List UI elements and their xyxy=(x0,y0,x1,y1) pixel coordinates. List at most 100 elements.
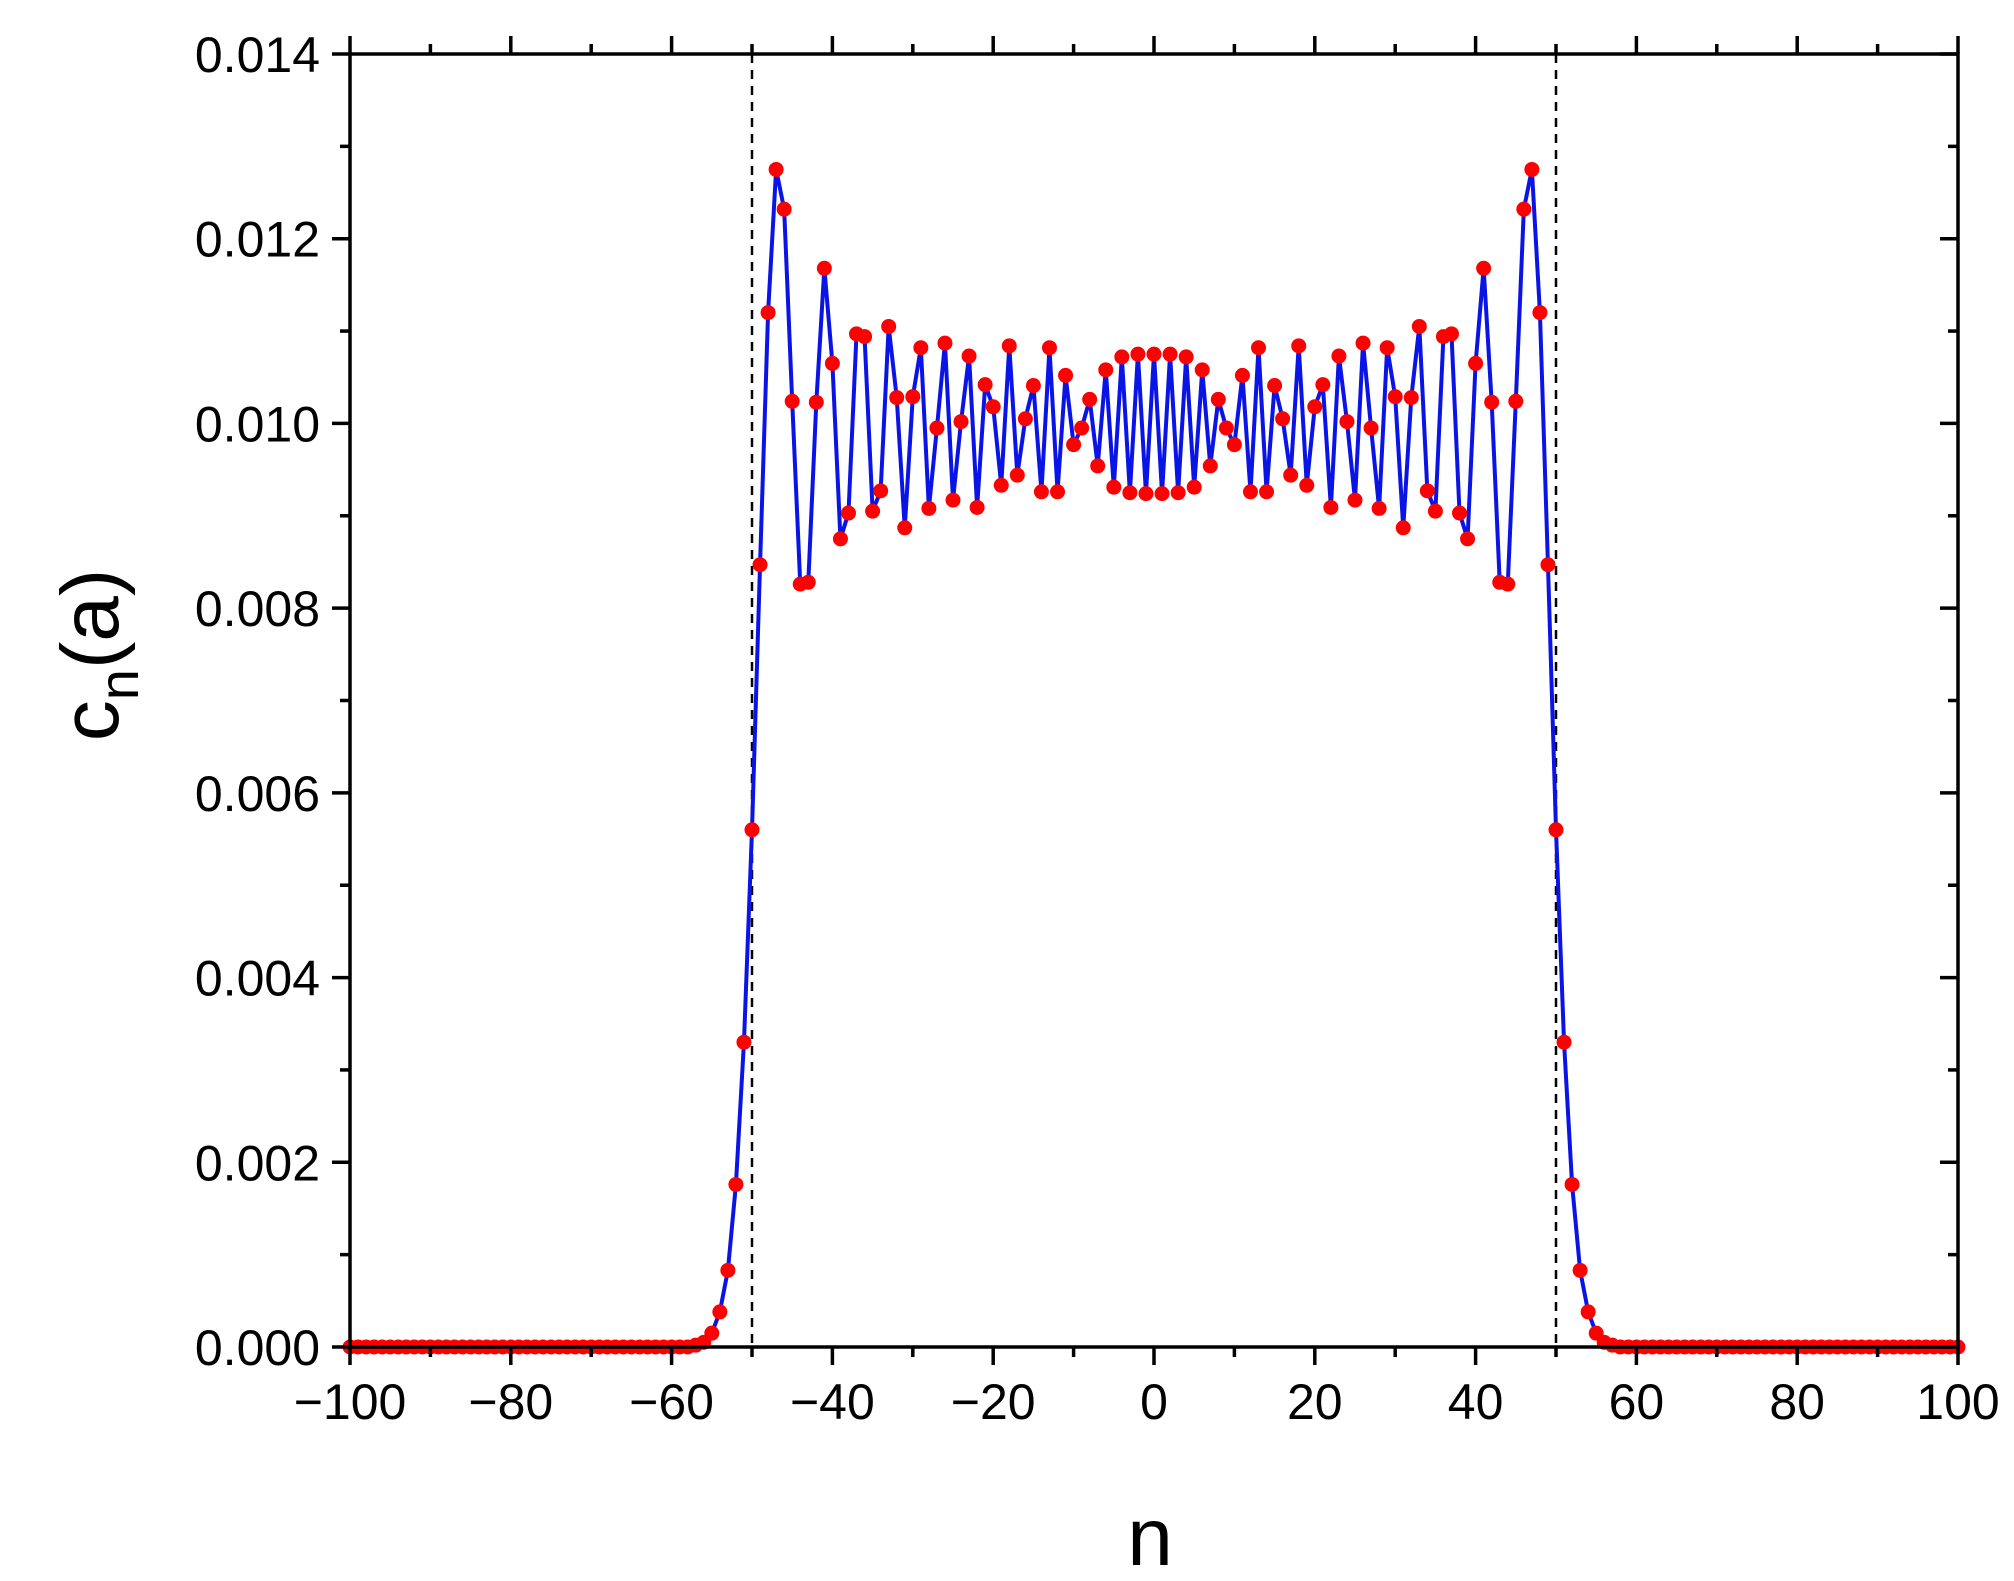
y-tick-label: 0.004 xyxy=(195,951,320,1007)
plot-frame xyxy=(348,52,1960,1349)
data-point xyxy=(1202,458,1218,474)
data-point xyxy=(1468,355,1484,371)
data-point xyxy=(1347,492,1363,508)
data-point xyxy=(1355,335,1371,351)
data-point xyxy=(1122,485,1138,501)
data-point xyxy=(1452,505,1468,521)
data-point xyxy=(1411,318,1427,334)
data-point xyxy=(1210,391,1226,407)
data-point xyxy=(1508,393,1524,409)
x-tick-label: −80 xyxy=(468,1374,553,1430)
data-point xyxy=(1066,437,1082,453)
series-layer xyxy=(342,161,1966,1355)
data-point xyxy=(712,1304,728,1320)
data-point xyxy=(1500,576,1516,592)
data-point xyxy=(1186,479,1202,495)
data-point xyxy=(1114,349,1130,365)
data-point xyxy=(1017,411,1033,427)
data-point xyxy=(1291,338,1307,354)
data-point xyxy=(840,505,856,521)
data-point xyxy=(1339,414,1355,430)
series-markers xyxy=(342,161,1966,1355)
data-point xyxy=(1050,484,1066,500)
data-point xyxy=(1001,338,1017,354)
data-point xyxy=(1130,346,1146,362)
data-point xyxy=(961,348,977,364)
x-tick-label: 0 xyxy=(1140,1374,1168,1430)
data-point xyxy=(1548,822,1564,838)
data-point xyxy=(1371,500,1387,516)
x-tick-label: −40 xyxy=(790,1374,875,1430)
data-point xyxy=(1379,340,1395,356)
y-tick-labels: 0.000 0.002 0.004 0.006 0.008 0.010 0.012 0.014 xyxy=(195,27,320,1376)
data-point xyxy=(1363,420,1379,436)
data-point xyxy=(1162,346,1178,362)
data-point xyxy=(969,499,985,515)
data-point xyxy=(1460,531,1476,547)
data-point xyxy=(905,389,921,405)
data-point xyxy=(1540,557,1556,573)
data-point xyxy=(1580,1304,1596,1320)
x-tick-label: 20 xyxy=(1287,1374,1343,1430)
data-point xyxy=(1315,377,1331,393)
data-point xyxy=(985,399,1001,415)
data-point xyxy=(1427,503,1443,519)
data-point xyxy=(1009,467,1025,483)
data-point xyxy=(1267,378,1283,394)
data-point xyxy=(1387,389,1403,405)
data-point xyxy=(1419,483,1435,499)
data-point xyxy=(704,1325,720,1341)
x-tick-labels: −100 −80 −60 −40 −20 0 20 40 60 80 100 xyxy=(294,1374,2000,1430)
data-point xyxy=(897,520,913,536)
data-point xyxy=(1178,349,1194,365)
data-point xyxy=(808,394,824,410)
x-tick-label: 80 xyxy=(1769,1374,1825,1430)
data-point xyxy=(937,335,953,351)
data-point xyxy=(1299,477,1315,493)
x-tick-label: 100 xyxy=(1916,1374,1999,1430)
data-point xyxy=(728,1176,744,1192)
data-point xyxy=(1524,161,1540,177)
y-tick-label: 0.014 xyxy=(195,27,320,83)
data-point xyxy=(744,822,760,838)
data-point xyxy=(1307,399,1323,415)
data-point xyxy=(889,390,905,406)
data-point xyxy=(1025,378,1041,394)
y-axis-title-main: c xyxy=(45,700,136,741)
data-point xyxy=(1082,391,1098,407)
y-axis-title-subscript: n xyxy=(87,669,150,700)
x-axis-title: n xyxy=(1127,1492,1173,1581)
data-point xyxy=(1532,305,1548,321)
data-point xyxy=(913,340,929,356)
series-line xyxy=(350,167,1958,1349)
data-point xyxy=(760,305,776,321)
data-point xyxy=(1146,346,1162,362)
x-tick-label: 40 xyxy=(1448,1374,1504,1430)
data-point xyxy=(1556,1034,1572,1050)
data-point xyxy=(720,1262,736,1278)
x-tick-label: −20 xyxy=(951,1374,1036,1430)
y-tick-label: 0.008 xyxy=(195,581,320,637)
data-point xyxy=(945,492,961,508)
data-point xyxy=(1074,420,1090,436)
data-point xyxy=(977,377,993,393)
data-point xyxy=(832,531,848,547)
data-point xyxy=(1275,411,1291,427)
data-point xyxy=(1033,484,1049,500)
y-tick-label: 0.012 xyxy=(195,212,320,268)
data-point xyxy=(1572,1262,1588,1278)
reference-lines xyxy=(750,54,1558,1347)
data-point xyxy=(1138,486,1154,502)
data-point xyxy=(816,260,832,276)
y-tick-label: 0.010 xyxy=(195,396,320,452)
data-point xyxy=(1259,484,1275,500)
data-point xyxy=(1484,394,1500,410)
data-point xyxy=(1170,485,1186,501)
data-point xyxy=(736,1034,752,1050)
data-point xyxy=(1098,362,1114,378)
x-tick-label: −60 xyxy=(629,1374,714,1430)
data-point xyxy=(776,201,792,217)
data-point xyxy=(784,393,800,409)
data-point xyxy=(824,355,840,371)
